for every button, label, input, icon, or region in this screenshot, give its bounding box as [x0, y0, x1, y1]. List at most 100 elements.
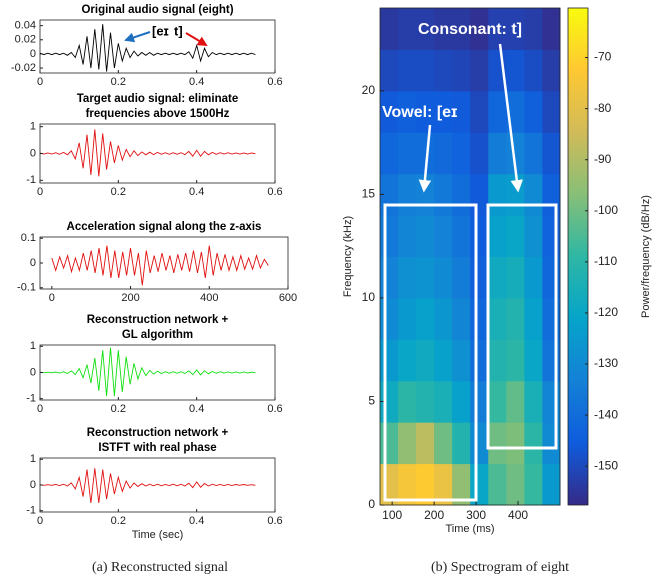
heatmap-cell [470, 90, 489, 133]
heatmap-cell [380, 49, 399, 92]
heatmap-cell [470, 8, 489, 50]
heatmap-cell [434, 8, 453, 50]
chart-title: GL algorithm [122, 329, 193, 341]
plots: Original audio signal (eight) 0 0.2 0.4 0.6 -… [11, 4, 652, 541]
chart-title: Reconstruction network + [87, 427, 229, 439]
heatmap-cell [452, 297, 471, 340]
heatmap-cell [434, 215, 453, 257]
heatmap-cell [488, 463, 507, 506]
colorbar-tick-label: -140 [594, 407, 618, 421]
heatmap-cell [542, 422, 561, 465]
x-axis-label: Time (sec) [132, 529, 184, 541]
heatmap-cell [398, 256, 417, 299]
y-tick-label: 1 [30, 340, 36, 352]
heatmap-cell [524, 215, 543, 257]
annotations: [eɪ t] Vowel: [eɪ Consonant: t] (a) Reco… [92, 21, 569, 575]
heatmap-cell [434, 49, 453, 92]
heatmap-cell [488, 8, 507, 50]
y-tick-label: -0.1 [17, 282, 36, 294]
heatmap-cell [452, 215, 471, 257]
heatmap-cell [398, 215, 417, 257]
colorbar-tick-label: -100 [594, 203, 618, 217]
heatmap-cell [524, 256, 543, 299]
x-tick-label: 0.4 [189, 515, 204, 527]
heatmap-cell [524, 297, 543, 340]
heatmap-cell [470, 49, 489, 92]
annotation: t] [174, 23, 183, 38]
highlight-box [486, 203, 558, 450]
heatmap-cell [398, 90, 417, 133]
heatmap-cell [434, 256, 453, 299]
heatmap-cell [380, 90, 399, 133]
heatmap-cell [542, 173, 561, 216]
heatmap-cell [488, 132, 507, 175]
plot-area [40, 345, 275, 400]
y-tick-label: 0.1 [21, 232, 36, 244]
heatmap-cell [524, 132, 543, 175]
heatmap-cell [380, 297, 399, 340]
y-tick-label: 5 [368, 394, 375, 408]
x-tick-label: 300 [466, 508, 486, 522]
heatmap-cell [524, 463, 543, 506]
x-tick-label: 600 [279, 292, 297, 304]
y-tick-label: 0 [368, 497, 375, 511]
heatmap-cell [434, 297, 453, 340]
heatmap-cell [542, 463, 561, 506]
x-tick-label: 0.2 [111, 76, 126, 88]
chart-title: Target audio signal: eliminate [77, 93, 238, 105]
heatmap-cell [434, 90, 453, 133]
y-axis-label: Frequency (kHz) [342, 216, 354, 297]
signal-line [39, 129, 256, 177]
heatmap-cell [542, 380, 561, 423]
heatmap-cell [434, 173, 453, 216]
x-tick-label: 0.4 [189, 403, 204, 415]
x-tick-label: 0 [37, 76, 43, 88]
heatmap-cell [416, 422, 435, 465]
heatmap-cell [488, 256, 507, 299]
heatmap-cell [506, 422, 525, 465]
x-tick-label: 0.4 [189, 186, 204, 198]
colorbar-tick-label: -80 [594, 101, 612, 115]
caption: (b) Spectrogram of eight [431, 560, 569, 575]
heatmap-cell [470, 422, 489, 465]
axes-box [379, 7, 561, 506]
annotation: Vowel: [eɪ [382, 104, 458, 121]
heatmap-cell [416, 8, 435, 50]
chart-title: Acceleration signal along the z-axis [67, 221, 262, 233]
y-tick-label: 15 [362, 187, 376, 201]
heatmap-cell [488, 173, 507, 216]
heatmap-cell [524, 90, 543, 133]
heatmap-cell [452, 90, 471, 133]
heatmap-cell [542, 90, 561, 133]
heatmap-cell [542, 215, 561, 257]
heatmap-cell [416, 132, 435, 175]
heatmap-cell [506, 463, 525, 506]
arrow [498, 43, 523, 193]
heatmap-cell [380, 215, 399, 257]
heatmap-cell [542, 339, 561, 382]
x-tick-label: 0.2 [111, 403, 126, 415]
heatmap-cell [380, 422, 399, 465]
heatmap-cell [524, 339, 543, 382]
heatmap-cell [524, 8, 543, 50]
chart-title: frequencies above 1500Hz [86, 108, 230, 120]
heatmap-cell [416, 380, 435, 423]
colorbar-tick-label: -120 [594, 305, 618, 319]
x-tick-label: 0 [37, 515, 43, 527]
colorbar-tick-label: -110 [594, 254, 617, 268]
heatmap-cell [380, 8, 399, 50]
highlight-box [383, 203, 478, 502]
heatmap-cell [434, 132, 453, 175]
heatmap-cell [398, 173, 417, 216]
y-tick-label: 10 [362, 290, 376, 304]
heatmap-cell [452, 339, 471, 382]
heatmap-cell [416, 90, 435, 133]
x-tick-label: 400 [200, 292, 218, 304]
annotation: [eɪ [152, 23, 169, 38]
heatmap-cell [398, 422, 417, 465]
x-tick-label: 0 [37, 186, 43, 198]
y-tick-label: 0.02 [15, 34, 36, 46]
heatmap-cell [506, 256, 525, 299]
heatmap-cell [542, 8, 561, 50]
